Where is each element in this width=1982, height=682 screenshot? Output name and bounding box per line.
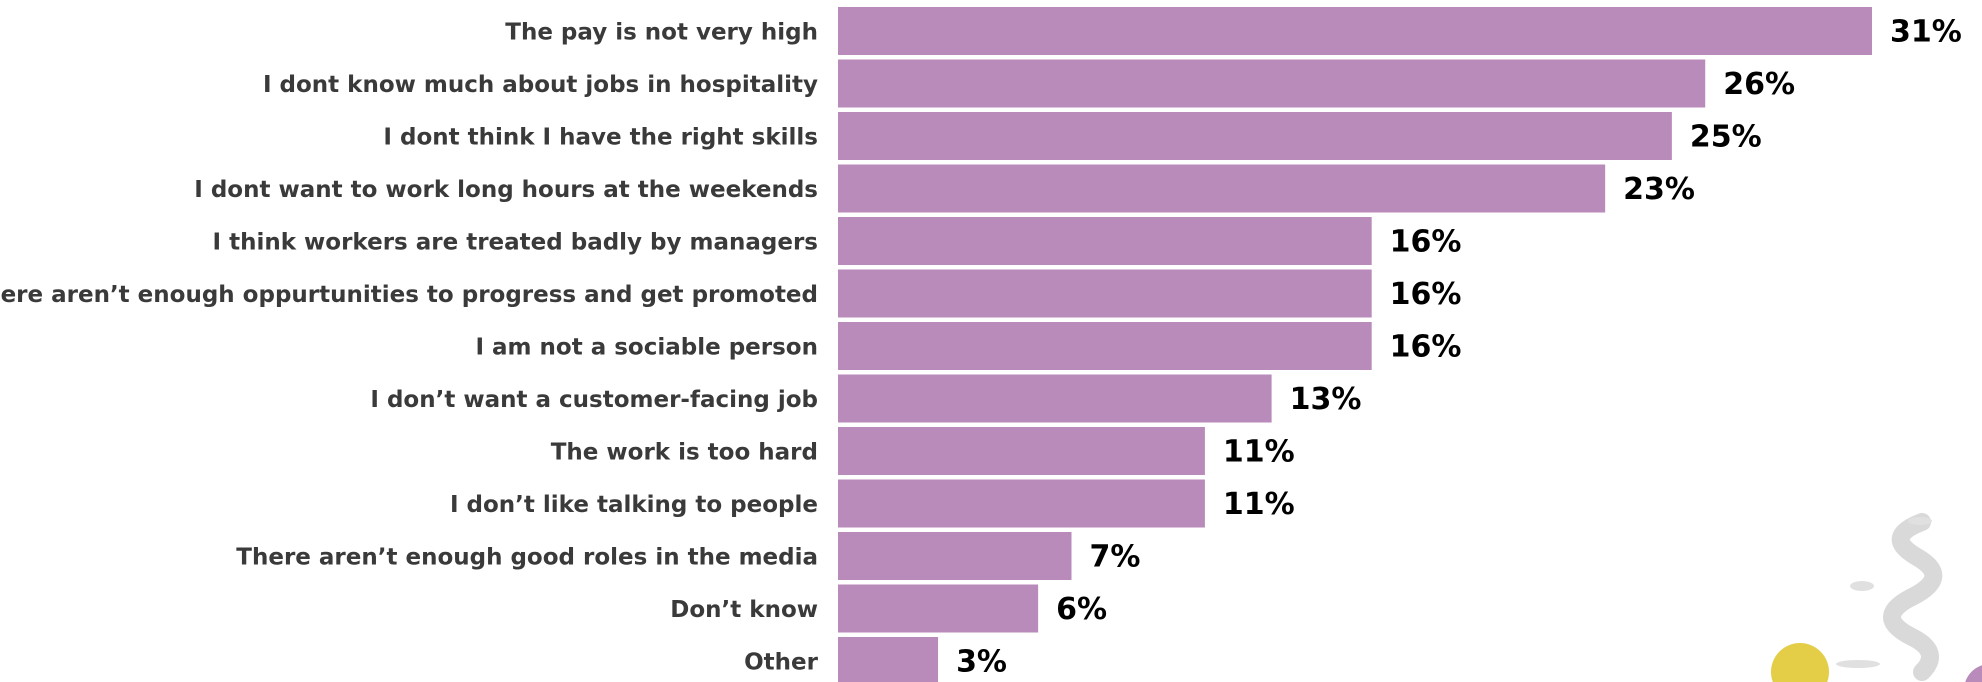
bar	[838, 427, 1205, 475]
value-label: 16%	[1390, 277, 1462, 312]
category-label: I am not a sociable person	[475, 335, 818, 361]
category-label: The pay is not very high	[505, 20, 818, 46]
category-label: I think workers are treated badly by man…	[213, 230, 818, 256]
value-label: 25%	[1690, 120, 1762, 155]
bar	[838, 7, 1872, 55]
bar	[838, 59, 1706, 108]
value-label: 3%	[956, 645, 1007, 680]
value-label: 11%	[1223, 435, 1295, 470]
value-label: 11%	[1223, 487, 1295, 522]
category-label: There aren’t enough good roles in the me…	[236, 545, 818, 571]
category-label: Don’t know	[670, 597, 818, 623]
category-label: There aren’t enough oppurtunities to pro…	[0, 282, 818, 308]
category-label: I dont think I have the right skills	[383, 125, 818, 151]
bar	[838, 269, 1372, 318]
bar	[838, 584, 1039, 633]
value-label: 16%	[1390, 330, 1462, 365]
bar	[838, 532, 1072, 580]
bar	[838, 112, 1672, 160]
bar	[838, 322, 1372, 370]
decoration	[1771, 513, 1982, 682]
category-label: Other	[744, 650, 819, 676]
bar	[838, 374, 1272, 423]
category-label: I dont know much about jobs in hospitali…	[263, 72, 818, 98]
value-label: 26%	[1723, 67, 1795, 102]
bar	[838, 164, 1606, 213]
value-label: 31%	[1890, 15, 1962, 50]
value-label: 7%	[1089, 540, 1140, 575]
bar	[838, 217, 1372, 265]
value-label: 16%	[1390, 225, 1462, 260]
category-label: I don’t like talking to people	[450, 492, 818, 518]
value-label: 23%	[1623, 172, 1695, 207]
category-label: I dont want to work long hours at the we…	[194, 177, 818, 203]
value-label: 13%	[1290, 382, 1362, 417]
value-label: 6%	[1056, 592, 1107, 627]
bar	[838, 637, 939, 682]
category-label: I don’t want a customer-facing job	[370, 387, 818, 413]
bar	[838, 479, 1205, 528]
category-label: The work is too hard	[551, 440, 818, 466]
